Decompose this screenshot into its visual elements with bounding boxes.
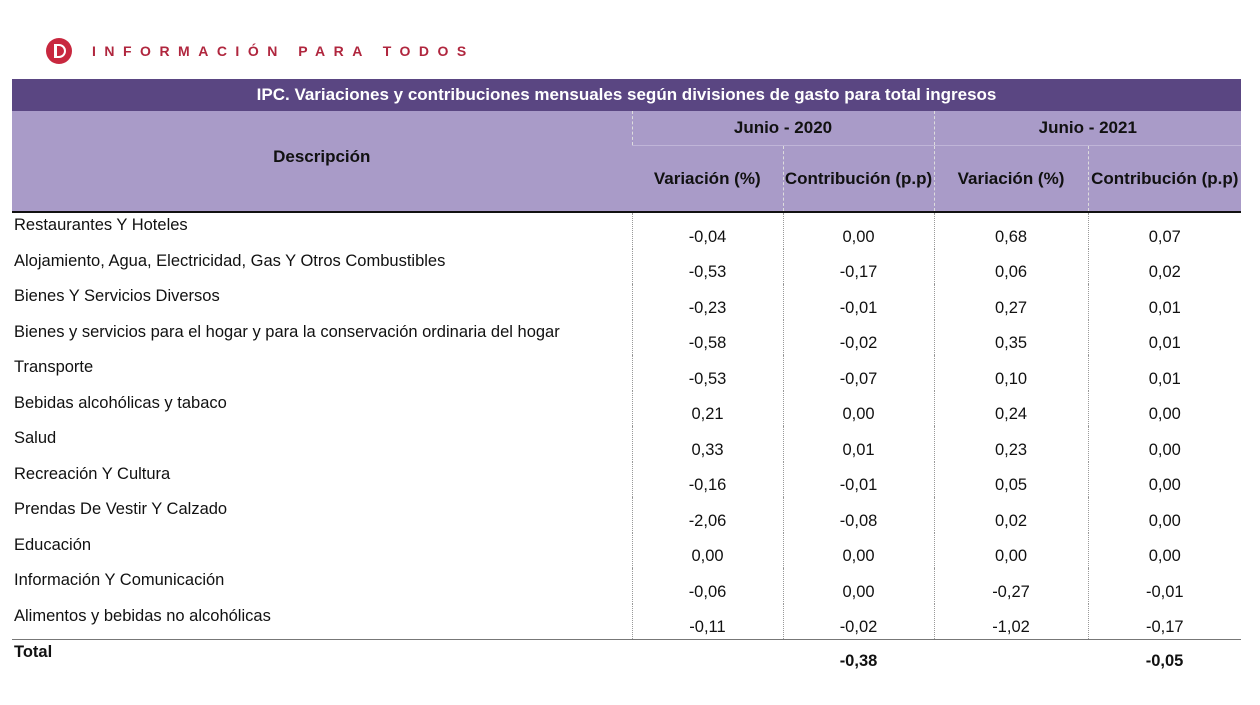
- row-description: Bienes Y Servicios Diversos: [14, 287, 220, 305]
- row-value: 0,01: [1087, 355, 1242, 391]
- table-row: Recreación Y Cultura -0,16 -0,01 0,05 0,00: [12, 461, 1242, 497]
- row-value: 0,00: [1087, 390, 1242, 426]
- row-value: 0,68: [933, 212, 1088, 249]
- total-value: [632, 639, 783, 673]
- row-value: 0,00: [1087, 461, 1242, 497]
- row-value: 0,06: [933, 248, 1088, 284]
- row-description: Alimentos y bebidas no alcohólicas: [14, 606, 271, 625]
- table-row: Alojamiento, Agua, Electricidad, Gas Y O…: [12, 248, 1242, 284]
- total-value: [934, 639, 1088, 673]
- total-value: -0,38: [783, 639, 934, 673]
- column-header: Variación (%): [632, 145, 783, 213]
- row-value: 0,01: [1087, 284, 1242, 320]
- table-row: Alimentos y bebidas no alcohólicas -0,11-…: [12, 603, 1242, 640]
- brand-header: INFORMACIÓN PARA TODOS: [46, 38, 475, 64]
- row-value: -0,58: [631, 319, 783, 355]
- row-value: -0,23: [631, 284, 783, 320]
- row-value: -0,11: [631, 603, 783, 640]
- row-description: Educación: [14, 535, 92, 554]
- description-header: Descripción: [12, 111, 632, 213]
- row-value: 0,01: [1087, 319, 1242, 355]
- row-value: 0,10: [933, 355, 1088, 391]
- row-value: -0,04: [631, 212, 783, 249]
- table-row: Información Y Comunicación -0,06 0,00 -0,27…: [12, 568, 1242, 604]
- row-value: 0,00: [631, 532, 783, 568]
- row-description: Bienes y servicios para el hogar y para …: [14, 322, 560, 341]
- total-row: Total -0,38 -0,05: [12, 639, 1242, 673]
- row-value: 0,21: [631, 390, 783, 426]
- row-value: 0,00: [782, 568, 934, 604]
- row-value: 0,05: [933, 461, 1088, 497]
- total-value: -0,05: [1088, 639, 1242, 673]
- dane-logo-icon: [46, 38, 72, 64]
- row-value: 0,00: [782, 212, 934, 249]
- table-title: IPC. Variaciones y contribuciones mensua…: [12, 79, 1242, 111]
- brand-tagline: INFORMACIÓN PARA TODOS: [92, 43, 475, 59]
- table-row: Educación 0,00 0,00 0,00 0,00: [12, 532, 1242, 568]
- row-description: Restaurantes Y Hoteles: [14, 216, 188, 234]
- row-value: -0,07: [782, 355, 934, 391]
- row-value: 0,27: [933, 284, 1088, 320]
- row-value: -0,01: [1087, 568, 1242, 604]
- column-header: Contribución (p.p): [782, 145, 934, 213]
- table-row: Salud 0,33 0,01 0,23 0,00: [12, 426, 1242, 462]
- row-value: 0,00: [782, 390, 934, 426]
- row-value: -0,53: [631, 355, 783, 391]
- row-value: 0,33: [631, 426, 783, 462]
- table-row: Bienes y servicios para el hogar y para …: [12, 319, 1242, 355]
- row-value: 0,24: [933, 390, 1088, 426]
- row-value: -0,17: [1087, 603, 1242, 640]
- table-row: Prendas De Vestir Y Calzado -2,06 -0,08 0,0…: [12, 497, 1242, 533]
- row-value: 0,07: [1087, 212, 1242, 249]
- row-value: -0,08: [782, 497, 934, 533]
- table-row: Transporte -0,53 -0,07 0,10 0,01: [12, 355, 1242, 391]
- row-value: 0,02: [933, 497, 1088, 533]
- row-value: 0,00: [1087, 497, 1242, 533]
- table-row: Bebidas alcohólicas y tabaco 0,21 0,00 0,24…: [12, 390, 1242, 426]
- total-label: Total: [12, 639, 632, 673]
- row-description: Información Y Comunicación: [14, 571, 225, 589]
- row-value: -0,16: [631, 461, 783, 497]
- row-value: -0,02: [782, 319, 934, 355]
- column-header: Variación (%): [933, 145, 1088, 213]
- row-value: -0,01: [782, 284, 934, 320]
- row-value: 0,01: [782, 426, 934, 462]
- row-description: Salud: [14, 429, 57, 447]
- row-value: 0,00: [933, 532, 1088, 568]
- row-description: Prendas De Vestir Y Calzado: [14, 500, 228, 518]
- column-header: Contribución (p.p): [1087, 145, 1242, 213]
- row-value: -0,53: [631, 248, 783, 284]
- row-value: -0,27: [933, 568, 1088, 604]
- row-value: 0,23: [933, 426, 1088, 462]
- row-value: 0,00: [782, 532, 934, 568]
- row-description: Alojamiento, Agua, Electricidad, Gas Y O…: [14, 251, 446, 270]
- row-value: -0,01: [782, 461, 934, 497]
- period-header: Junio - 2020: [631, 111, 934, 146]
- row-value: -2,06: [631, 497, 783, 533]
- row-value: -0,06: [631, 568, 783, 604]
- row-value: -0,02: [782, 603, 934, 640]
- table-row: Restaurantes Y Hoteles -0,04 0,00 0,68 0,07: [12, 212, 1242, 249]
- row-description: Recreación Y Cultura: [14, 464, 171, 483]
- ipc-table: IPC. Variaciones y contribuciones mensua…: [12, 79, 1242, 673]
- row-description: Bebidas alcohólicas y tabaco: [14, 393, 227, 412]
- row-value: 0,00: [1087, 532, 1242, 568]
- row-value: 0,02: [1087, 248, 1242, 284]
- row-description: Transporte: [14, 358, 94, 376]
- row-value: 0,00: [1087, 426, 1242, 462]
- row-value: -1,02: [933, 603, 1088, 640]
- row-value: 0,35: [933, 319, 1088, 355]
- table-row: Bienes Y Servicios Diversos -0,23 -0,01 0,2…: [12, 284, 1242, 320]
- period-header: Junio - 2021: [933, 111, 1242, 146]
- row-value: -0,17: [782, 248, 934, 284]
